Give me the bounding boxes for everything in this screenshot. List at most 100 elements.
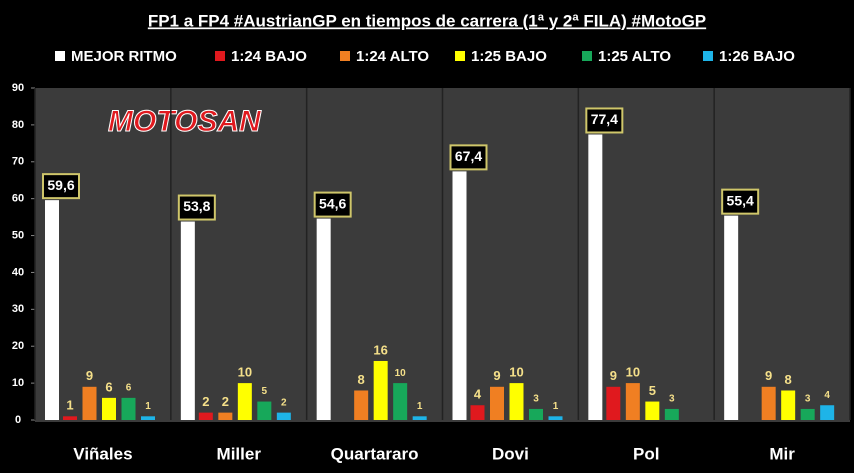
bar [412,416,427,420]
bar [588,134,603,421]
data-label: 2 [281,397,287,408]
data-label-box [449,144,488,171]
bar [761,386,776,420]
data-label: 6 [126,383,132,394]
x-tick-label: Viñales [73,444,132,463]
y-tick-label: 20 [12,340,24,352]
legend-marker [215,51,225,61]
data-label: 55,4 [727,192,754,208]
bar [102,397,116,420]
data-label: 10 [509,365,523,380]
bar [548,416,563,420]
bar [800,408,815,420]
data-label: 8 [358,372,365,387]
data-label-box [721,188,760,215]
bar [121,397,136,420]
bar [63,416,77,420]
legend-marker [55,51,65,61]
bar [724,215,739,420]
y-tick-label: 80 [12,119,24,131]
y-tick-label: 30 [12,303,24,315]
y-tick-label: 40 [12,266,24,278]
y-tick-label: 0 [15,414,21,426]
data-label: 54,6 [319,195,346,211]
data-label: 10 [626,365,640,380]
data-label: 8 [785,372,792,387]
x-tick-label: Mir [769,444,795,463]
data-label: 3 [533,394,539,405]
data-label: 9 [610,368,617,383]
data-label: 2 [202,394,209,409]
bar [218,412,233,420]
y-tick-label: 60 [12,193,24,205]
legend-label: 1:25 BAJO [471,48,547,65]
data-label: 3 [669,394,675,405]
y-tick-label: 10 [12,377,24,389]
legend-marker [582,51,592,61]
legend-label: MEJOR RITMO [71,48,177,65]
data-label: 77,4 [591,111,618,127]
bar [141,416,155,420]
data-label: 1 [417,401,423,412]
bar [452,171,467,420]
data-label: 10 [238,365,252,380]
data-label: 9 [493,368,500,383]
data-label: 4 [474,387,482,402]
bar [820,405,835,420]
data-label: 53,8 [183,198,210,214]
data-label: 1 [553,401,559,412]
data-label-box [177,194,216,221]
legend-label: 1:26 BAJO [719,48,795,65]
legend-label: 1:24 ALTO [356,48,429,65]
data-label: 67,4 [455,148,482,164]
data-label: 3 [805,394,811,405]
bar [198,412,213,420]
x-tick-label: Pol [633,444,659,463]
data-label: 9 [765,368,772,383]
bar [237,383,252,420]
bar [606,386,621,420]
data-label: 4 [824,390,830,401]
bar [276,412,291,420]
legend-label: 1:25 ALTO [598,48,671,65]
legend-marker [340,51,350,61]
bar [393,383,408,420]
bar [509,383,524,420]
data-label: 10 [395,368,407,379]
bar [781,390,796,420]
y-tick-label: 70 [12,156,24,168]
y-tick-label: 90 [12,82,24,94]
bar [373,360,388,420]
bar [529,408,543,420]
data-label: 59,6 [47,177,74,193]
bar [180,221,195,420]
data-label: 6 [105,379,112,394]
bar [316,218,331,420]
data-label: 1 [66,398,73,413]
y-tick-label: 50 [12,229,24,241]
data-label: 2 [222,394,229,409]
legend-label: 1:24 BAJO [231,48,307,65]
data-label: 9 [86,368,93,383]
data-label: 16 [373,342,387,357]
x-tick-label: Dovi [492,444,529,463]
bar [354,390,369,420]
bar [645,401,660,420]
bar [82,386,97,420]
bar [257,401,272,420]
data-label: 5 [262,386,268,397]
data-label-box [313,191,352,218]
x-tick-label: Miller [217,444,262,463]
legend-marker [455,51,465,61]
legend-marker [703,51,713,61]
bar [664,408,679,420]
data-label-box [42,173,80,200]
data-label-box [585,107,624,134]
bar [470,405,485,420]
bar [490,386,504,420]
bar [45,200,59,420]
logo: MOTOSAN [108,105,262,138]
data-label: 5 [649,383,656,398]
data-label: 1 [145,401,151,412]
